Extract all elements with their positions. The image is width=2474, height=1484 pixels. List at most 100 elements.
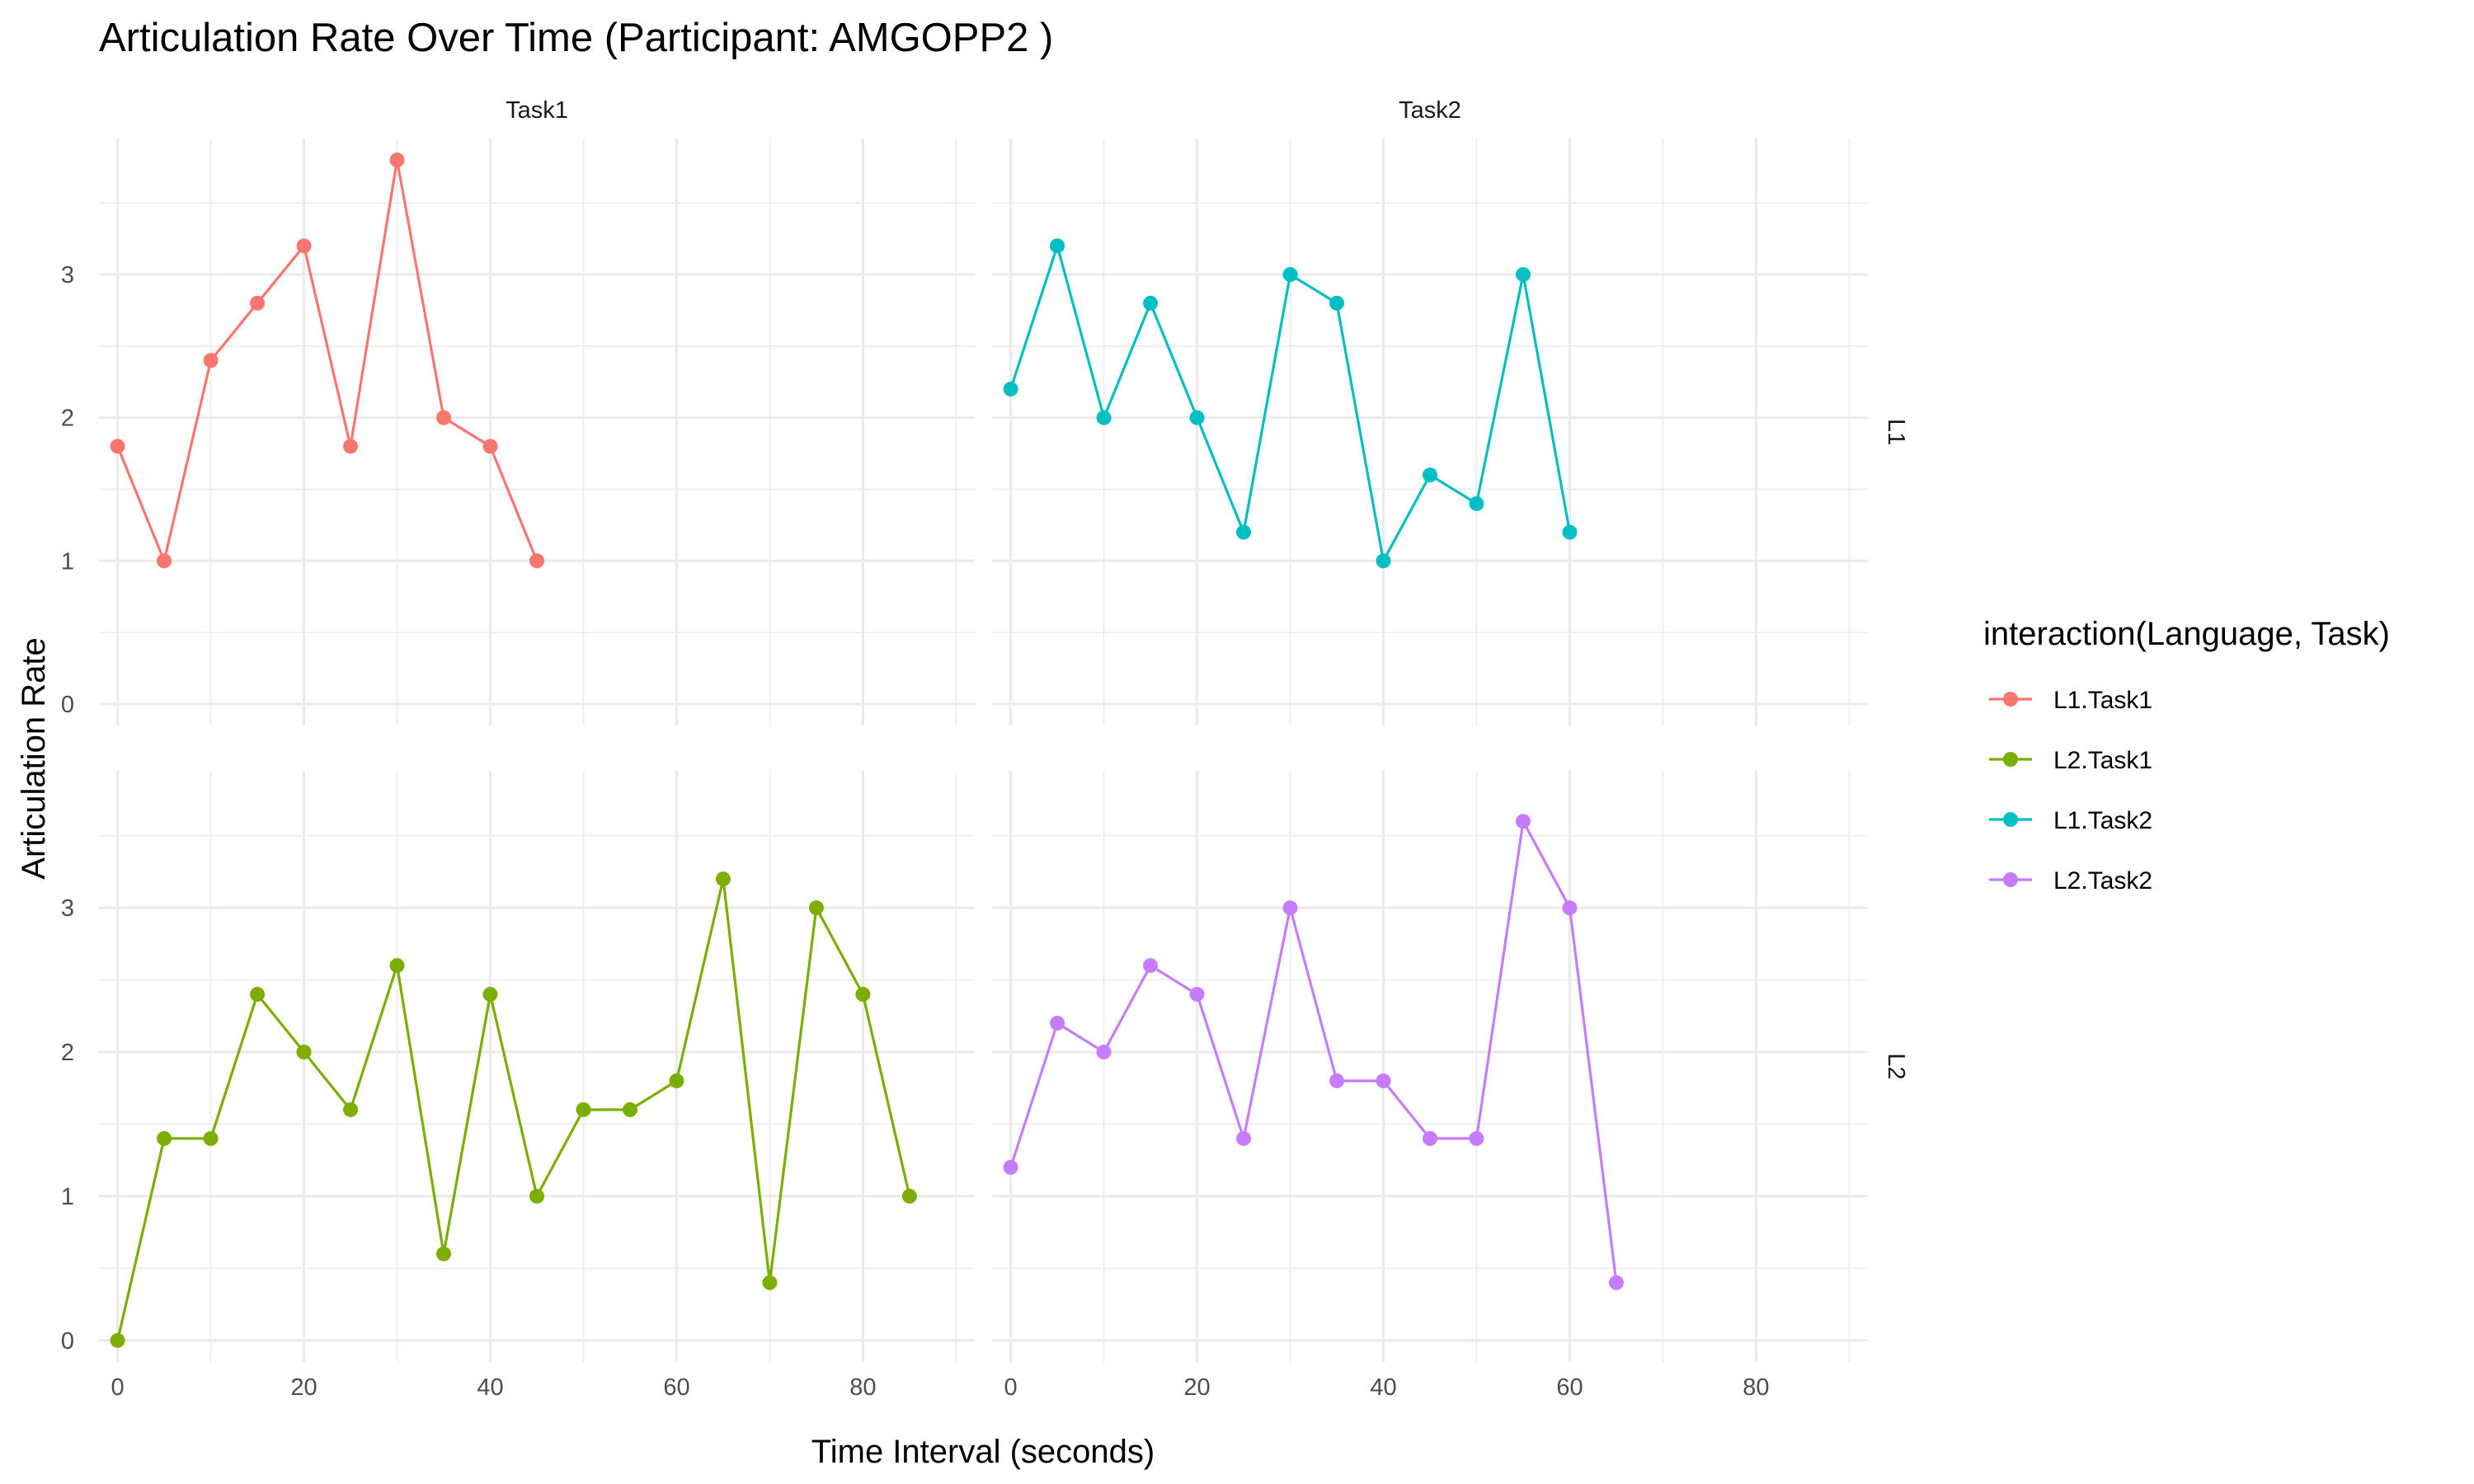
legend-key-point bbox=[2003, 692, 2018, 707]
data-point-L2.Task2 bbox=[1003, 1159, 1018, 1175]
data-point-L2.Task1 bbox=[715, 871, 731, 887]
data-point-L2.Task1 bbox=[157, 1130, 172, 1146]
data-point-L1.Task1 bbox=[250, 295, 266, 311]
legend-label: L1.Task2 bbox=[2053, 807, 2152, 834]
x-tick-label: 40 bbox=[1370, 1374, 1396, 1401]
data-point-L2.Task2 bbox=[1236, 1130, 1252, 1146]
data-point-L1.Task2 bbox=[1282, 266, 1298, 282]
x-tick-label: 0 bbox=[111, 1374, 125, 1401]
data-point-L1.Task2 bbox=[1423, 467, 1437, 483]
legend-title: interaction(Language, Task) bbox=[1983, 616, 2390, 652]
y-tick-label: 2 bbox=[61, 406, 74, 432]
facet-strip-L2: L2 bbox=[1883, 1053, 1909, 1079]
x-tick-label: 40 bbox=[477, 1374, 503, 1401]
x-tick-label: 60 bbox=[663, 1374, 689, 1401]
legend-key-point bbox=[2003, 872, 2018, 887]
data-point-L2.Task1 bbox=[436, 1246, 452, 1261]
data-point-L1.Task1 bbox=[296, 238, 312, 254]
data-point-L1.Task2 bbox=[1096, 410, 1112, 425]
data-point-L1.Task2 bbox=[1469, 495, 1484, 511]
data-point-L2.Task1 bbox=[622, 1101, 637, 1117]
data-point-L2.Task1 bbox=[762, 1275, 778, 1290]
data-point-L2.Task2 bbox=[1515, 814, 1531, 829]
y-axis-title: Articulation Rate bbox=[16, 637, 52, 879]
legend-key-point bbox=[2003, 812, 2018, 827]
data-point-L1.Task1 bbox=[203, 353, 219, 369]
legend-label: L2.Task1 bbox=[2053, 747, 2152, 774]
data-point-L2.Task1 bbox=[296, 1045, 312, 1060]
x-axis-title: Time Interval (seconds) bbox=[811, 1434, 1155, 1470]
data-point-L2.Task1 bbox=[576, 1101, 591, 1117]
series-line-L2.Task2 bbox=[1009, 819, 1618, 1283]
data-point-L1.Task1 bbox=[389, 153, 405, 168]
y-tick-label: 0 bbox=[61, 1328, 74, 1355]
legend-item-L1.Task2: L1.Task2 bbox=[1989, 807, 2152, 834]
x-tick-label: 20 bbox=[1183, 1374, 1210, 1401]
data-point-L2.Task2 bbox=[1329, 1073, 1345, 1088]
data-point-L1.Task2 bbox=[1562, 524, 1578, 540]
data-point-L2.Task2 bbox=[1096, 1045, 1112, 1060]
data-point-L1.Task2 bbox=[1376, 553, 1391, 569]
data-point-L1.Task2 bbox=[1003, 381, 1018, 397]
y-tick-label: 1 bbox=[61, 1184, 74, 1210]
data-point-L1.Task1 bbox=[157, 553, 172, 569]
data-point-L1.Task1 bbox=[343, 439, 359, 454]
data-point-L2.Task1 bbox=[250, 987, 266, 1003]
x-tick-label: 80 bbox=[1743, 1374, 1769, 1401]
data-point-L2.Task2 bbox=[1608, 1275, 1624, 1290]
data-point-L2.Task2 bbox=[1376, 1073, 1391, 1088]
data-point-L1.Task1 bbox=[529, 553, 544, 569]
legend-key-point bbox=[2003, 752, 2018, 767]
data-point-L2.Task1 bbox=[110, 1332, 125, 1348]
data-point-L2.Task2 bbox=[1050, 1016, 1065, 1031]
data-point-L2.Task2 bbox=[1423, 1130, 1437, 1146]
data-point-L2.Task2 bbox=[1282, 900, 1298, 916]
data-point-L2.Task2 bbox=[1143, 958, 1159, 974]
data-point-L1.Task2 bbox=[1515, 266, 1531, 282]
x-tick-label: 80 bbox=[849, 1374, 876, 1401]
data-point-L1.Task2 bbox=[1236, 524, 1252, 540]
panel-L1-Task2: Task2 L1 bbox=[992, 97, 1909, 726]
facet-strip-L1: L1 bbox=[1883, 419, 1909, 445]
legend-label: L1.Task1 bbox=[2053, 687, 2152, 714]
y-tick-label: 3 bbox=[61, 262, 74, 289]
data-point-L2.Task1 bbox=[901, 1188, 917, 1204]
legend: interaction(Language, Task) L1.Task1 L2.T… bbox=[1983, 616, 2390, 895]
data-point-L1.Task2 bbox=[1050, 238, 1065, 254]
legend-item-L2.Task2: L2.Task2 bbox=[1989, 867, 2152, 895]
data-point-L2.Task1 bbox=[343, 1101, 359, 1117]
facet-strip-Task2: Task2 bbox=[1399, 97, 1461, 124]
x-tick-label: 0 bbox=[1004, 1374, 1018, 1401]
series-line-L2.Task1 bbox=[116, 877, 911, 1341]
panel-L2-Task2: 0 20 40 60 80 L2 bbox=[992, 771, 1909, 1401]
y-tick-label: 2 bbox=[61, 1040, 74, 1066]
data-point-L2.Task1 bbox=[529, 1188, 544, 1204]
data-point-L1.Task1 bbox=[110, 439, 125, 454]
y-tick-label: 0 bbox=[61, 692, 74, 718]
y-tick-label: 3 bbox=[61, 895, 74, 922]
y-tick-label: 1 bbox=[61, 548, 74, 575]
data-point-L2.Task1 bbox=[855, 987, 871, 1003]
data-point-L1.Task2 bbox=[1143, 295, 1159, 311]
legend-item-L1.Task1: L1.Task1 bbox=[1989, 687, 2152, 714]
data-point-L2.Task1 bbox=[808, 900, 824, 916]
facet-strip-Task1: Task1 bbox=[506, 97, 568, 124]
data-point-L2.Task2 bbox=[1562, 900, 1578, 916]
legend-label: L2.Task2 bbox=[2053, 867, 2152, 895]
panel-L2-Task1: 0 1 2 3 0 20 40 60 80 bbox=[61, 771, 975, 1401]
data-point-L2.Task1 bbox=[482, 987, 498, 1003]
facet-panels: 0 1 2 3 Task1 Task2 L1 0 1 2 3 0 20 40 60 80 0 20 40 60 80 L2 bbox=[61, 97, 1909, 1401]
legend-item-L2.Task1: L2.Task1 bbox=[1989, 747, 2152, 774]
data-point-L1.Task1 bbox=[436, 410, 452, 425]
data-point-L2.Task1 bbox=[669, 1073, 684, 1088]
data-point-L1.Task2 bbox=[1189, 410, 1205, 425]
legend-items: L1.Task1 L2.Task1 L1.Task2 L2.Task2 bbox=[1989, 687, 2152, 895]
chart-title: Articulation Rate Over Time (Participant… bbox=[99, 16, 1053, 60]
data-point-L2.Task2 bbox=[1469, 1130, 1484, 1146]
data-point-L1.Task1 bbox=[482, 439, 498, 454]
data-point-L2.Task2 bbox=[1189, 987, 1205, 1003]
data-point-L2.Task1 bbox=[203, 1130, 219, 1146]
series-line-L1.Task1 bbox=[116, 158, 539, 562]
panel-L1-Task1: 0 1 2 3 Task1 bbox=[61, 97, 975, 726]
